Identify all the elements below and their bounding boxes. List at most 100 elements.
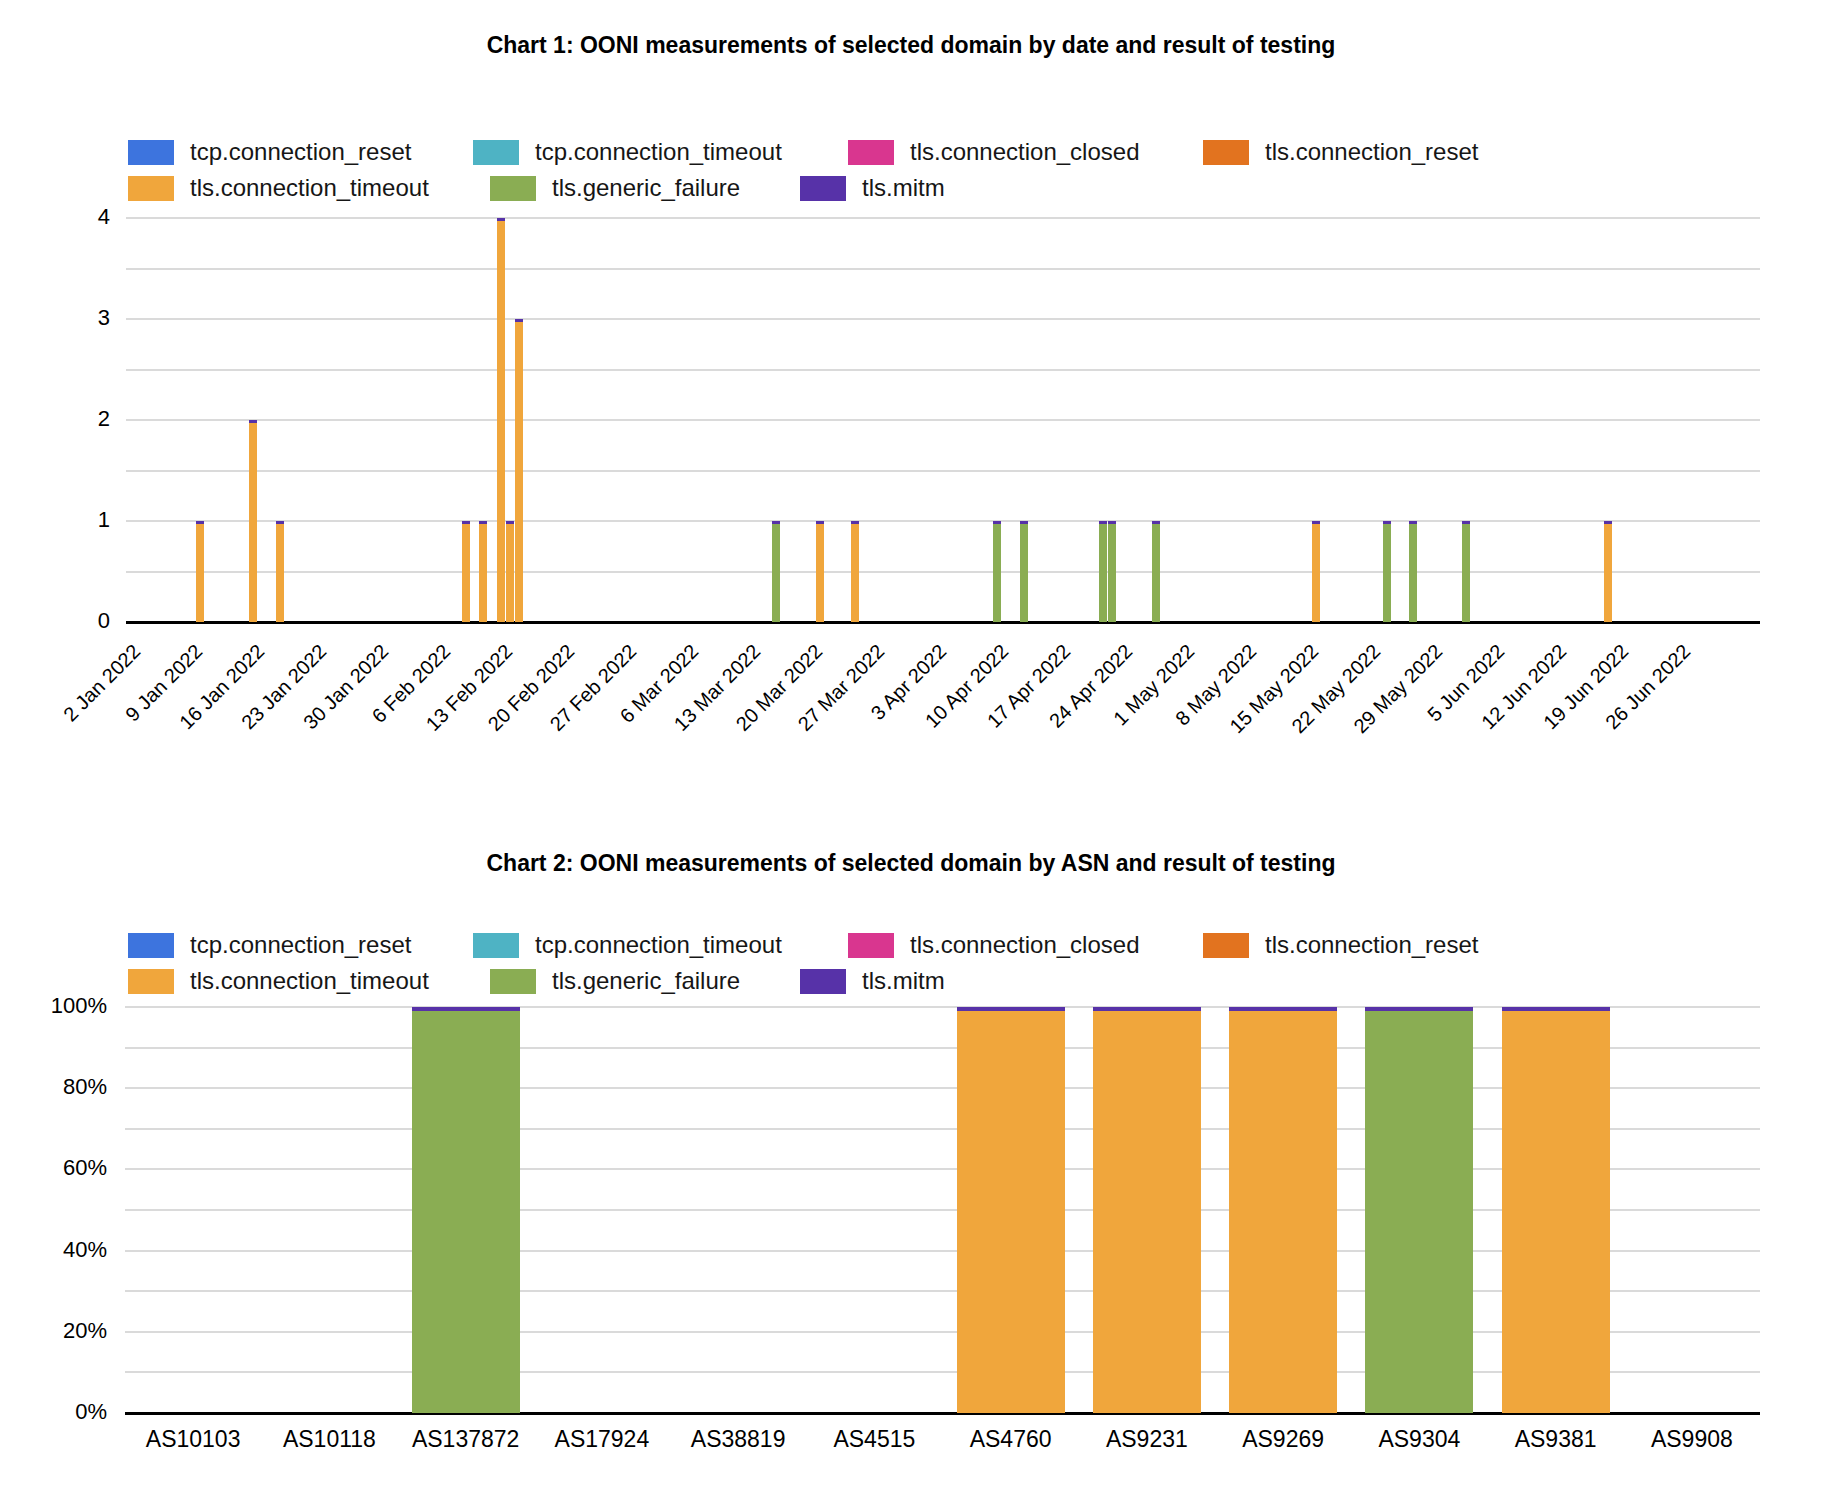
page: Chart 1: OONI measurements of selected d… bbox=[0, 0, 1822, 1492]
bar-AS9269[interactable] bbox=[1229, 1007, 1337, 1413]
legend-swatch-tcp.connection_timeout bbox=[473, 140, 519, 165]
legend-swatch-tls.connection_closed bbox=[848, 933, 894, 958]
x-tick-label-AS38819: AS38819 bbox=[668, 1426, 808, 1453]
bar-cap-tls-mitm bbox=[276, 521, 284, 524]
legend-label: tls.generic_failure bbox=[552, 174, 740, 202]
bar-22-Apr-2022[interactable] bbox=[1099, 521, 1107, 622]
bar-cap-tls-mitm bbox=[249, 420, 257, 423]
x-tick-label-AS4515: AS4515 bbox=[804, 1426, 944, 1453]
bar-cap-tls-mitm bbox=[506, 521, 514, 524]
bar-19-Jan-2022[interactable] bbox=[276, 521, 284, 622]
bar-cap-tls-mitm bbox=[1108, 521, 1116, 524]
bar-AS9231[interactable] bbox=[1093, 1007, 1201, 1413]
bar-10-Apr-2022[interactable] bbox=[993, 521, 1001, 622]
x-tick-label-AS4760: AS4760 bbox=[941, 1426, 1081, 1453]
bar-14-Feb-2022[interactable] bbox=[506, 521, 514, 622]
gridline bbox=[126, 571, 1760, 573]
legend-swatch-tls.generic_failure bbox=[490, 176, 536, 201]
y-tick-label: 80% bbox=[17, 1074, 107, 1100]
gridline bbox=[126, 470, 1760, 472]
y-tick-label: 40% bbox=[17, 1237, 107, 1263]
x-tick-label-AS10118: AS10118 bbox=[259, 1426, 399, 1453]
x-tick-label-AS137872: AS137872 bbox=[396, 1426, 536, 1453]
bar-cap-tls-mitm bbox=[1462, 521, 1470, 524]
y-tick-label: 3 bbox=[40, 305, 110, 331]
y-tick-label: 100% bbox=[17, 993, 107, 1019]
bar-cap-tls-mitm bbox=[1383, 521, 1391, 524]
bar-11-Feb-2022[interactable] bbox=[479, 521, 487, 622]
bar-cap-tls-mitm bbox=[816, 521, 824, 524]
legend-swatch-tls.connection_timeout bbox=[128, 176, 174, 201]
bar-9-Feb-2022[interactable] bbox=[462, 521, 470, 622]
bar-AS9304[interactable] bbox=[1365, 1007, 1473, 1413]
bar-cap-tls-mitm bbox=[772, 521, 780, 524]
legend-swatch-tls.generic_failure bbox=[490, 969, 536, 994]
x-tick-label-AS10103: AS10103 bbox=[123, 1426, 263, 1453]
bar-cap-tls-mitm bbox=[1093, 1007, 1201, 1011]
bar-10-Jan-2022[interactable] bbox=[196, 521, 204, 622]
bar-2-Jun-2022[interactable] bbox=[1462, 521, 1470, 622]
legend-swatch-tcp.connection_reset bbox=[128, 140, 174, 165]
legend-label: tls.generic_failure bbox=[552, 967, 740, 995]
bar-13-Feb-2022[interactable] bbox=[497, 218, 505, 622]
bar-AS4760[interactable] bbox=[957, 1007, 1065, 1413]
gridline bbox=[126, 419, 1760, 421]
y-tick-label: 0 bbox=[40, 608, 110, 634]
x-tick-label-AS9304: AS9304 bbox=[1349, 1426, 1489, 1453]
bar-cap-tls-mitm bbox=[515, 319, 523, 322]
x-tick-label-AS17924: AS17924 bbox=[532, 1426, 672, 1453]
chart1-title: Chart 1: OONI measurements of selected d… bbox=[0, 32, 1822, 59]
bar-cap-tls-mitm bbox=[1099, 521, 1107, 524]
bar-15-Feb-2022[interactable] bbox=[515, 319, 523, 622]
gridline bbox=[126, 520, 1760, 522]
gridline bbox=[126, 268, 1760, 270]
bar-21-Mar-2022[interactable] bbox=[816, 521, 824, 622]
bar-24-May-2022[interactable] bbox=[1383, 521, 1391, 622]
legend-swatch-tls.connection_closed bbox=[848, 140, 894, 165]
bar-cap-tls-mitm bbox=[479, 521, 487, 524]
x-tick-label-AS9381: AS9381 bbox=[1486, 1426, 1626, 1453]
legend-label: tcp.connection_timeout bbox=[535, 138, 782, 166]
gridline bbox=[126, 318, 1760, 320]
bar-27-May-2022[interactable] bbox=[1409, 521, 1417, 622]
bar-cap-tls-mitm bbox=[1152, 521, 1160, 524]
bar-cap-tls-mitm bbox=[1229, 1007, 1337, 1011]
legend-swatch-tls.mitm bbox=[800, 176, 846, 201]
bar-cap-tls-mitm bbox=[1409, 521, 1417, 524]
bar-16-Mar-2022[interactable] bbox=[772, 521, 780, 622]
y-tick-label: 4 bbox=[40, 204, 110, 230]
bar-28-Apr-2022[interactable] bbox=[1152, 521, 1160, 622]
legend-swatch-tls.mitm bbox=[800, 969, 846, 994]
legend-label: tls.connection_closed bbox=[910, 931, 1139, 959]
legend-swatch-tls.connection_reset bbox=[1203, 140, 1249, 165]
bar-cap-tls-mitm bbox=[851, 521, 859, 524]
bar-cap-tls-mitm bbox=[196, 521, 204, 524]
bar-cap-tls-mitm bbox=[1502, 1007, 1610, 1011]
legend-label: tcp.connection_reset bbox=[190, 138, 411, 166]
y-tick-label: 60% bbox=[17, 1155, 107, 1181]
bar-cap-tls-mitm bbox=[957, 1007, 1065, 1011]
bar-cap-tls-mitm bbox=[1604, 521, 1612, 524]
bar-cap-tls-mitm bbox=[993, 521, 1001, 524]
bar-18-Jun-2022[interactable] bbox=[1604, 521, 1612, 622]
y-tick-label: 20% bbox=[17, 1318, 107, 1344]
bar-13-Apr-2022[interactable] bbox=[1020, 521, 1028, 622]
legend-label: tls.connection_timeout bbox=[190, 967, 429, 995]
legend-label: tcp.connection_reset bbox=[190, 931, 411, 959]
bar-AS9381[interactable] bbox=[1502, 1007, 1610, 1413]
legend-swatch-tcp.connection_reset bbox=[128, 933, 174, 958]
chart2-title: Chart 2: OONI measurements of selected d… bbox=[0, 850, 1822, 877]
bar-23-Apr-2022[interactable] bbox=[1108, 521, 1116, 622]
x-axis-line bbox=[126, 621, 1760, 624]
bar-16-May-2022[interactable] bbox=[1312, 521, 1320, 622]
bar-25-Mar-2022[interactable] bbox=[851, 521, 859, 622]
bar-cap-tls-mitm bbox=[412, 1007, 520, 1011]
legend-label: tls.connection_reset bbox=[1265, 931, 1478, 959]
bar-cap-tls-mitm bbox=[1365, 1007, 1473, 1011]
bar-16-Jan-2022[interactable] bbox=[249, 420, 257, 622]
bar-cap-tls-mitm bbox=[1312, 521, 1320, 524]
bar-cap-tls-mitm bbox=[1020, 521, 1028, 524]
legend-label: tcp.connection_timeout bbox=[535, 931, 782, 959]
legend-swatch-tls.connection_timeout bbox=[128, 969, 174, 994]
bar-AS137872[interactable] bbox=[412, 1007, 520, 1413]
